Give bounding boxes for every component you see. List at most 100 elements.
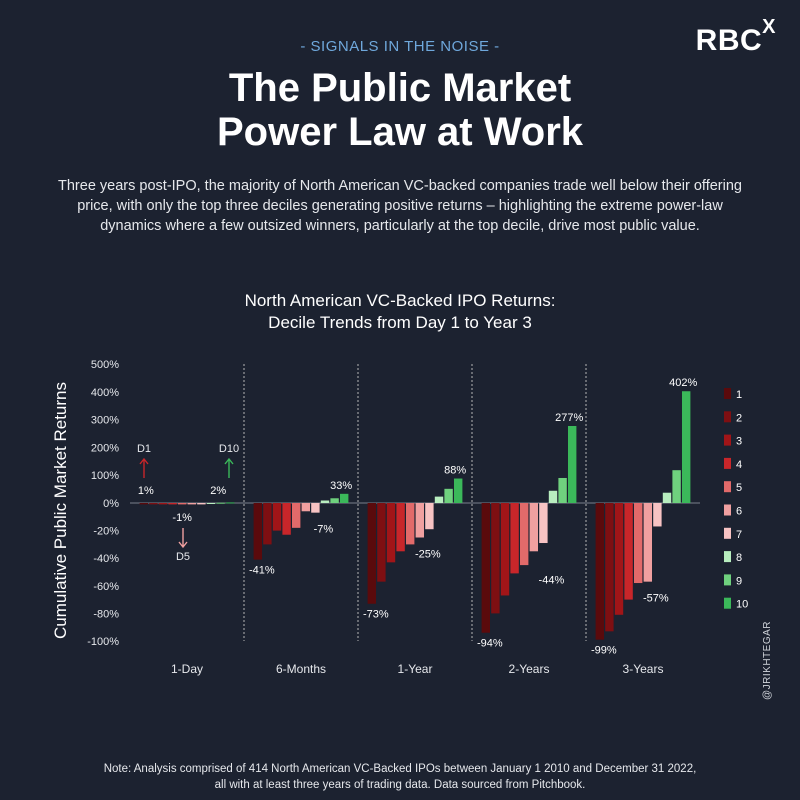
bar-d8-6-months	[320, 500, 330, 503]
bar-d10-1-day	[226, 502, 235, 504]
data-label: 2%	[210, 485, 226, 497]
x-category-label: 2-Years	[509, 662, 550, 676]
bar-d4-1-year	[396, 503, 405, 552]
page-title: The Public Market Power Law at Work	[0, 66, 800, 154]
x-category-label: 1-Day	[171, 662, 203, 676]
title-line-1: The Public Market	[228, 66, 572, 110]
bar-d6-2-years	[529, 503, 538, 552]
y-axis-label: Cumulative Public Market Returns	[51, 382, 70, 639]
y-tick-label: 500%	[91, 359, 119, 371]
bar-d3-6-months	[272, 503, 282, 531]
bar-d6-1-year	[415, 503, 424, 538]
footnote-line-1: Note: Analysis comprised of 414 North Am…	[103, 763, 697, 775]
bar-d4-1-day	[168, 503, 177, 505]
bar-d4-6-months	[282, 503, 291, 535]
bar-d8-2-years	[548, 490, 558, 503]
bar-d6-3-years	[643, 503, 652, 582]
legend-label-2: 2	[736, 412, 742, 424]
bar-d6-1-day	[187, 503, 196, 505]
y-tick-label: 300%	[91, 415, 119, 427]
bar-d10-3-years	[682, 391, 691, 503]
legend-swatch-4	[724, 457, 731, 469]
bar-d8-1-year	[434, 496, 444, 503]
y-tick-label: -80%	[93, 608, 119, 620]
y-tick-label: 200%	[91, 442, 119, 454]
bar-d9-1-day	[216, 502, 225, 504]
data-label: 88%	[444, 465, 466, 477]
bar-d10-6-months	[340, 493, 349, 503]
legend-swatch-7	[724, 527, 731, 539]
bar-d3-1-day	[158, 503, 168, 505]
legend-swatch-1	[724, 388, 731, 399]
legend-swatch-10	[724, 597, 731, 609]
data-label: 1%	[138, 485, 154, 497]
legend-swatch-2	[724, 411, 731, 423]
intro-paragraph: Three years post-IPO, the majority of No…	[58, 178, 742, 234]
bar-d1-2-years	[481, 503, 490, 633]
bar-d1-1-day	[139, 503, 148, 505]
title-line-2: Power Law at Work	[216, 110, 583, 154]
data-label: -7%	[314, 524, 334, 536]
legend-swatch-5	[724, 481, 731, 493]
data-label: 277%	[555, 412, 583, 424]
kicker-text: - SIGNALS IN THE NOISE -	[300, 38, 500, 55]
y-tick-label: 0%	[103, 498, 119, 510]
bar-d7-1-year	[425, 503, 434, 530]
legend-swatch-9	[724, 574, 731, 586]
bar-d2-6-months	[263, 503, 272, 545]
d10-arrow-icon	[224, 457, 234, 478]
y-tick-label: -20%	[93, 526, 119, 538]
logo-superscript: X	[762, 16, 776, 38]
bar-d7-3-years	[653, 503, 662, 527]
data-label: 33%	[330, 480, 352, 492]
data-label: -73%	[363, 609, 389, 621]
bar-d9-6-months	[330, 498, 339, 503]
legend-label-7: 7	[736, 529, 742, 541]
bar-d2-2-years	[491, 503, 500, 614]
data-label: -1%	[172, 512, 192, 524]
data-label: -41%	[249, 565, 275, 577]
legend-label-3: 3	[736, 436, 742, 448]
annotation-d1-label: D1	[137, 443, 151, 455]
legend-label-6: 6	[736, 506, 742, 518]
data-label: -99%	[591, 645, 617, 657]
x-category-label: 1-Year	[398, 662, 433, 676]
bar-d9-3-years	[672, 470, 681, 503]
legend-swatch-8	[724, 551, 731, 563]
footnote-line-2: all with at least three years of trading…	[214, 779, 586, 791]
bar-d10-1-year	[454, 478, 463, 503]
data-label: 402%	[669, 377, 697, 389]
bar-d10-2-years	[568, 425, 577, 503]
bar-d7-1-day	[197, 503, 206, 505]
bar-d7-6-months	[311, 503, 320, 513]
legend-label-8: 8	[736, 552, 742, 564]
bar-d5-3-years	[634, 503, 643, 584]
legend-swatch-3	[724, 434, 731, 446]
y-tick-label: 100%	[91, 470, 119, 482]
bar-d2-1-day	[149, 503, 158, 505]
chart-title-line-2: Decile Trends from Day 1 to Year 3	[268, 313, 532, 332]
data-label: -44%	[539, 575, 565, 587]
footnote: Note: Analysis comprised of 414 North Am…	[0, 761, 800, 793]
bar-d9-2-years	[558, 477, 567, 503]
bar-d5-1-year	[406, 503, 415, 545]
bar-d1-6-months	[253, 503, 262, 560]
x-category-label: 6-Months	[276, 662, 326, 676]
bar-d3-2-years	[500, 503, 510, 596]
bar-d3-3-years	[614, 503, 624, 615]
y-tick-label: -100%	[87, 636, 119, 648]
y-tick-label: -60%	[93, 581, 119, 593]
bar-d5-1-day	[178, 503, 187, 505]
bar-d4-3-years	[624, 503, 633, 600]
data-label: -57%	[643, 593, 669, 605]
y-tick-label: -40%	[93, 553, 119, 565]
legend-label-9: 9	[736, 575, 742, 587]
chart-title-line-1: North American VC-Backed IPO Returns:	[244, 291, 556, 310]
bar-d2-1-year	[377, 503, 386, 582]
bar-d7-2-years	[539, 503, 548, 544]
chart-title: North American VC-Backed IPO Returns: De…	[0, 290, 800, 334]
legend-label-1: 1	[736, 389, 742, 401]
bar-d5-2-years	[520, 503, 529, 566]
data-label: -25%	[415, 549, 441, 561]
